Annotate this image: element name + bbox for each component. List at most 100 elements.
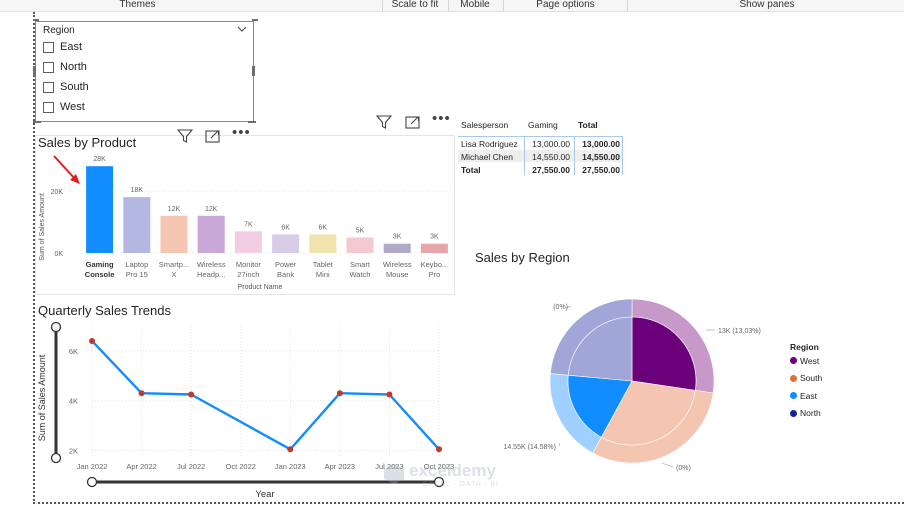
y-zoom-handle-bottom[interactable] [50, 452, 62, 464]
region-slicer[interactable]: Region East North South West [33, 19, 258, 123]
cell-value: 13,000.00 [582, 139, 620, 149]
x-tick-label: Mouse [386, 270, 409, 279]
legend-swatch [790, 357, 797, 364]
cell-value: 13,000.00 [532, 139, 570, 149]
x-zoom-handle-right[interactable] [433, 476, 445, 488]
pie-slice-inner [631, 316, 697, 391]
cell-value: 14,550.00 [582, 152, 620, 162]
checkbox[interactable] [43, 61, 54, 73]
x-tick-label: Smart [350, 260, 371, 269]
y-zoom-handle-top[interactable] [50, 321, 62, 333]
legend-label: West [800, 355, 820, 366]
slicer-option-west[interactable]: West [43, 99, 85, 115]
x-tick-label: Apr 2023 [325, 462, 355, 471]
resize-handle[interactable] [252, 19, 258, 21]
data-label: 5K [356, 228, 365, 235]
cell-value: 14,550.00 [532, 152, 570, 162]
x-tick-label: Jan 2023 [275, 462, 306, 471]
legend-item-east[interactable]: East [790, 390, 817, 401]
resize-handle[interactable] [248, 121, 256, 123]
ribbon-divider [627, 0, 628, 11]
data-label: 28K [93, 156, 106, 163]
bar [123, 197, 151, 253]
bar [383, 243, 411, 253]
data-label: 3K [393, 234, 402, 241]
x-tick-label: Oct 2022 [225, 462, 255, 471]
y-tick-label: 0K [54, 251, 63, 258]
focus-mode-icon[interactable] [404, 114, 422, 130]
y-tick-label: 20K [51, 189, 64, 196]
legend-swatch [790, 392, 797, 399]
x-tick-label: Mini [316, 270, 330, 279]
watermark-tagline: EXCEL · DATA · BI [423, 481, 499, 488]
checkbox[interactable] [43, 41, 54, 53]
themes-button[interactable]: Themes [119, 0, 156, 10]
x-zoom-handle-left[interactable] [86, 476, 98, 488]
view-ribbon: Themes Scale to fit Mobile Page options … [0, 0, 904, 12]
data-point [436, 446, 442, 453]
column-header[interactable]: Total [578, 120, 598, 130]
column-divider [524, 137, 525, 175]
sales-by-product-visual[interactable] [35, 135, 455, 295]
x-tick-label: Bank [277, 270, 294, 279]
slicer-option-east[interactable]: East [43, 39, 82, 55]
ribbon-divider [503, 0, 504, 11]
x-tick-label: Gaming [86, 260, 114, 269]
column-header[interactable]: Salesperson [461, 120, 509, 130]
scale-to-fit-button[interactable]: Scale to fit [391, 0, 439, 10]
show-panes-button[interactable]: Show panes [739, 0, 795, 10]
page-options-button[interactable]: Page options [536, 0, 595, 10]
quarterly-sales-chart: Sum of Sales Amount Year 2K 4K 6K Jan 2022 A… [37, 321, 454, 500]
more-options-icon[interactable]: ••• [232, 124, 251, 141]
resize-handle[interactable] [33, 121, 41, 123]
filter-icon[interactable] [176, 128, 194, 144]
x-tick-label: Watch [350, 270, 371, 279]
x-tick-label: Headp... [197, 270, 225, 279]
data-label: 6K [281, 224, 290, 231]
legend-label: North [800, 408, 821, 418]
x-tick-label: X [171, 270, 176, 279]
checkbox[interactable] [43, 81, 54, 93]
data-label: (0%) [553, 304, 568, 311]
more-options-icon[interactable]: ••• [432, 110, 451, 127]
legend-item-south[interactable]: South [790, 373, 822, 384]
checkbox[interactable] [43, 101, 54, 113]
data-point [287, 446, 294, 453]
slicer-option-north[interactable]: North [43, 59, 87, 75]
resize-handle[interactable] [33, 19, 39, 21]
data-label: (0%) [676, 465, 691, 472]
y-tick-label: 2K [69, 447, 78, 456]
resize-handle[interactable] [33, 66, 36, 76]
sales-by-product-chart: Sum of Sales Amount Product Name 0K 20K 28… [39, 156, 453, 291]
resize-handle[interactable] [252, 66, 255, 76]
bar [346, 237, 374, 253]
y-tick-label: 4K [69, 397, 78, 406]
focus-mode-icon[interactable] [204, 128, 222, 144]
header-divider [458, 136, 623, 137]
data-label: 3K [430, 234, 439, 241]
data-point [138, 390, 145, 397]
chevron-down-icon[interactable] [235, 23, 249, 35]
x-tick-label: Jul 2023 [375, 462, 403, 471]
x-tick-label: Power [275, 260, 297, 269]
mobile-button[interactable]: Mobile [460, 0, 490, 10]
x-tick-label: Keybo... [421, 260, 449, 269]
bar [272, 234, 300, 253]
bar [86, 166, 114, 253]
x-tick-label: Oct 2023 [424, 462, 454, 471]
total-row-label: Total [461, 165, 481, 175]
column-header[interactable]: Gaming [528, 120, 558, 130]
x-axis-label: Product Name [238, 284, 283, 291]
data-label: 18K [131, 187, 144, 194]
legend-item-north[interactable]: North [790, 408, 821, 419]
y-axis-label: Sum of Sales Amount [37, 354, 47, 441]
filter-icon[interactable] [375, 114, 393, 130]
x-tick-label: 27inch [237, 270, 259, 279]
ribbon-divider [382, 0, 383, 11]
page-boundary [33, 502, 904, 504]
legend-item-west[interactable]: West [790, 355, 819, 366]
bar [420, 243, 448, 253]
slicer-option-south[interactable]: South [43, 79, 89, 95]
x-tick-label: Laptop [125, 260, 148, 269]
